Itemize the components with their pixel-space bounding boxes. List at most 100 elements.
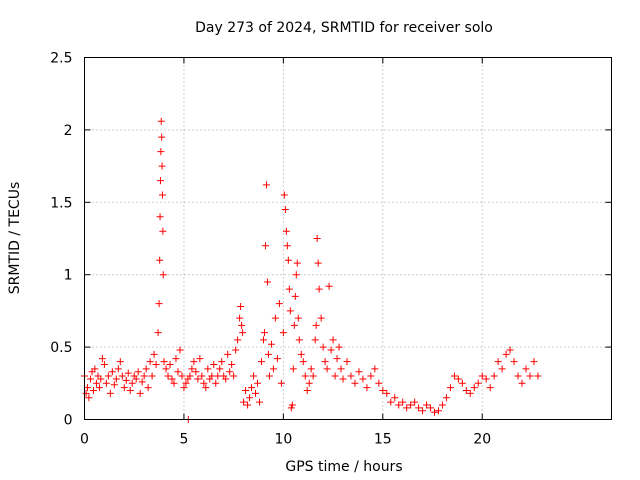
data-point — [411, 398, 419, 406]
data-point — [116, 358, 124, 366]
data-point — [154, 329, 162, 337]
data-point — [355, 368, 363, 376]
data-point — [263, 278, 271, 286]
tick-labels: 0 0.5 1 1.5 2 2.5 0 5 10 15 20 — [50, 51, 491, 448]
data-point — [92, 379, 100, 387]
data-point — [530, 358, 538, 366]
x-tick-label: 20 — [473, 432, 491, 448]
data-point — [126, 387, 134, 395]
data-point — [462, 387, 470, 395]
data-point — [490, 372, 498, 380]
data-point — [158, 191, 166, 199]
data-point — [136, 389, 144, 397]
data-point — [156, 177, 164, 185]
data-point — [100, 360, 108, 368]
x-tick-label: 15 — [374, 432, 392, 448]
data-point — [226, 368, 234, 376]
data-point — [194, 375, 202, 383]
data-point — [522, 365, 530, 373]
data-point — [164, 372, 172, 380]
data-point — [271, 314, 279, 322]
data-point — [202, 384, 210, 392]
data-point — [351, 379, 359, 387]
data-point — [196, 355, 204, 363]
data-point — [383, 389, 391, 397]
data-point — [168, 375, 176, 383]
data-point — [156, 256, 164, 264]
data-point — [150, 350, 158, 358]
y-tick-label: 1 — [64, 268, 73, 284]
data-point — [256, 398, 264, 406]
data-point — [254, 379, 262, 387]
data-point — [379, 387, 387, 395]
data-point — [423, 401, 431, 409]
data-point — [222, 375, 230, 383]
data-point — [454, 375, 462, 383]
data-point — [120, 384, 128, 392]
data-point — [200, 379, 208, 387]
data-point — [288, 401, 296, 409]
data-point — [234, 336, 242, 344]
data-point — [237, 303, 245, 311]
data-point — [458, 379, 466, 387]
data-point — [262, 181, 270, 189]
data-point — [98, 355, 106, 363]
data-point — [246, 394, 254, 402]
data-point — [148, 372, 156, 380]
data-point — [514, 372, 522, 380]
data-point — [118, 372, 126, 380]
data-point — [289, 365, 297, 373]
data-point — [236, 314, 244, 322]
data-point — [239, 329, 247, 337]
data-point — [387, 398, 395, 406]
data-point — [446, 384, 454, 392]
data-point — [395, 401, 403, 409]
data-point — [285, 285, 293, 293]
x-tick-label: 5 — [179, 432, 188, 448]
data-point — [269, 365, 277, 373]
data-point — [230, 372, 238, 380]
data-point — [335, 343, 343, 351]
data-point — [261, 242, 269, 250]
data-point — [486, 384, 494, 392]
data-point — [518, 379, 526, 387]
data-point — [294, 314, 302, 322]
chart-title: Day 273 of 2024, SRMTID for receiver sol… — [195, 20, 493, 36]
data-point — [106, 389, 114, 397]
y-tick-label: 0 — [64, 413, 73, 429]
data-point — [97, 375, 105, 383]
data-point — [275, 300, 283, 308]
data-point — [86, 375, 94, 383]
data-point — [198, 372, 206, 380]
data-point — [240, 398, 248, 406]
data-point — [244, 401, 252, 409]
data-point — [337, 365, 345, 373]
data-point — [182, 379, 190, 387]
data-point — [176, 346, 184, 354]
y-axis-label: SRMTID / TECUs — [7, 182, 23, 295]
data-point — [110, 381, 118, 389]
data-point — [325, 282, 333, 290]
data-point — [260, 329, 268, 337]
data-point — [114, 365, 122, 373]
data-point — [265, 372, 273, 380]
data-point — [343, 358, 351, 366]
data-point — [267, 340, 275, 348]
data-point — [510, 358, 518, 366]
data-point — [309, 372, 317, 380]
data-point — [228, 360, 236, 368]
axis-ticks — [84, 57, 612, 420]
y-tick-label: 2.5 — [50, 51, 72, 67]
data-point — [248, 384, 256, 392]
data-point — [299, 358, 307, 366]
data-point — [317, 314, 325, 322]
data-point — [138, 378, 146, 386]
data-point — [102, 379, 110, 387]
data-point — [232, 346, 240, 354]
data-point — [427, 404, 435, 412]
data-point — [431, 408, 439, 416]
data-point — [442, 394, 450, 402]
data-point — [210, 360, 218, 368]
data-point — [314, 259, 322, 267]
data-point — [403, 404, 411, 412]
